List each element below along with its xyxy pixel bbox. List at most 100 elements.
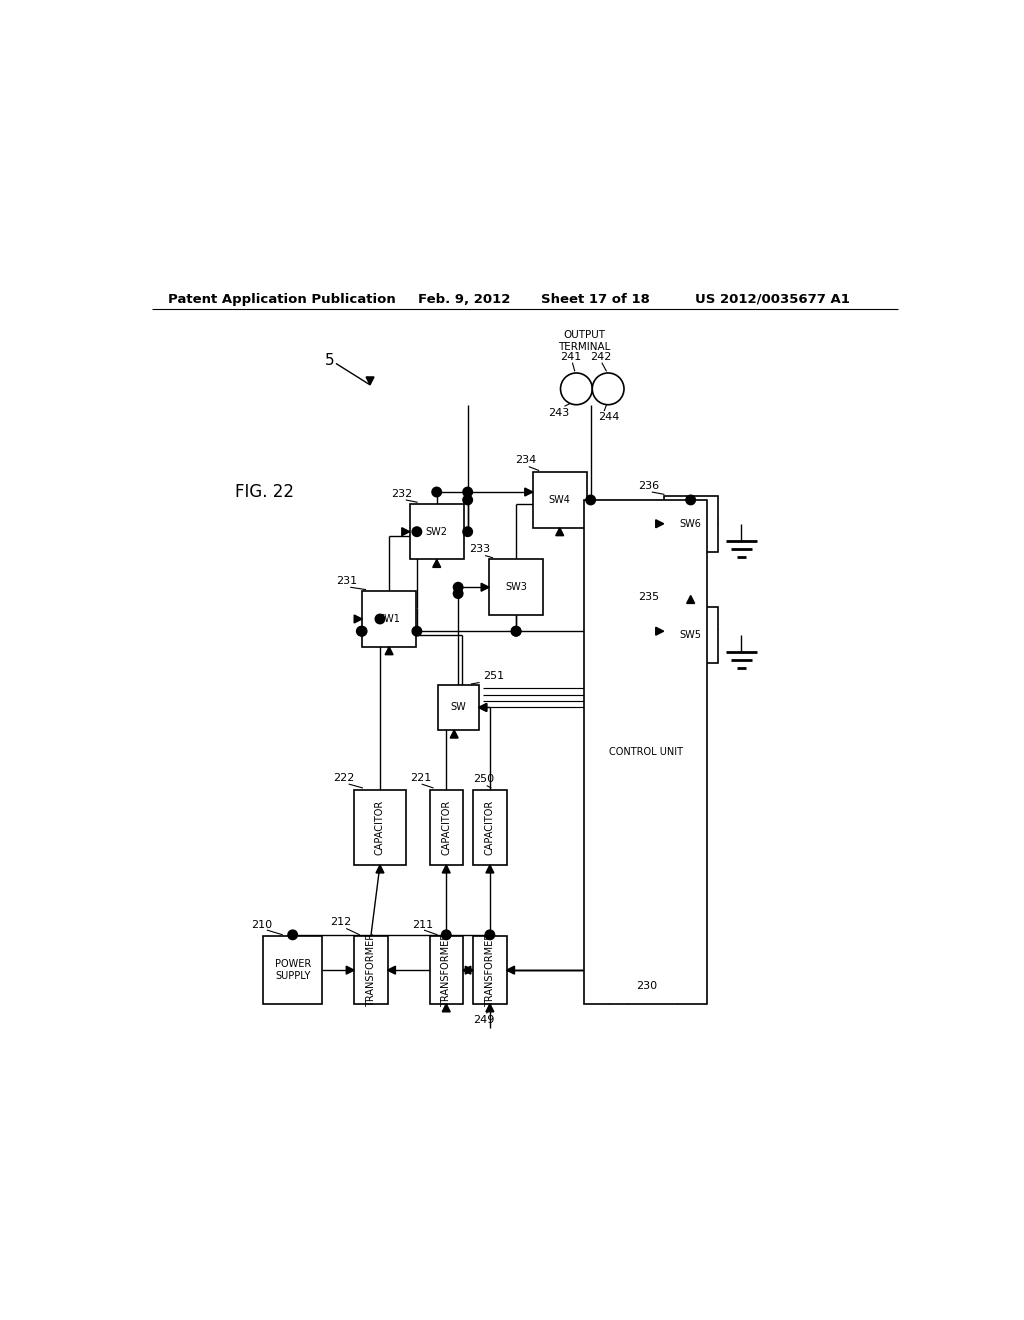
Polygon shape (401, 528, 410, 536)
Text: OUTPUT
TERMINAL: OUTPUT TERMINAL (558, 330, 610, 352)
Polygon shape (687, 595, 694, 603)
Text: 221: 221 (411, 772, 432, 783)
Text: Feb. 9, 2012: Feb. 9, 2012 (418, 293, 510, 306)
Circle shape (560, 374, 592, 405)
Text: POWER
SUPPLY: POWER SUPPLY (274, 960, 311, 981)
Text: 230: 230 (636, 981, 657, 990)
Circle shape (454, 582, 463, 591)
Polygon shape (481, 583, 489, 591)
Text: 234: 234 (515, 455, 537, 465)
Text: 235: 235 (638, 591, 659, 602)
Polygon shape (433, 560, 440, 568)
Bar (263, 936, 323, 1005)
Text: 249: 249 (473, 1015, 495, 1024)
Text: SW4: SW4 (549, 495, 570, 506)
Text: US 2012/0035677 A1: US 2012/0035677 A1 (695, 293, 850, 306)
Polygon shape (346, 966, 354, 974)
Polygon shape (524, 488, 532, 496)
Polygon shape (556, 528, 563, 536)
Text: Patent Application Publication: Patent Application Publication (168, 293, 395, 306)
Circle shape (375, 614, 385, 624)
Text: SW: SW (451, 702, 466, 713)
Circle shape (463, 495, 472, 504)
Polygon shape (354, 615, 362, 623)
Text: 241: 241 (560, 352, 582, 362)
Text: FIG. 22: FIG. 22 (236, 483, 294, 502)
Text: 222: 222 (333, 772, 354, 783)
Polygon shape (655, 627, 664, 635)
Text: 231: 231 (336, 576, 357, 586)
Bar (362, 591, 416, 647)
Text: CAPACITOR: CAPACITOR (441, 800, 452, 855)
Text: 236: 236 (638, 480, 659, 491)
Bar (430, 936, 463, 1005)
Text: 251: 251 (482, 671, 504, 681)
Circle shape (454, 589, 463, 598)
Circle shape (686, 495, 695, 504)
Polygon shape (385, 647, 393, 655)
Bar (354, 789, 406, 865)
Bar (585, 500, 708, 1005)
Polygon shape (463, 966, 471, 974)
Bar (437, 685, 479, 730)
Bar (489, 560, 543, 615)
Text: 210: 210 (251, 920, 272, 929)
Polygon shape (479, 704, 486, 711)
Text: 233: 233 (469, 544, 490, 554)
Text: CONTROL UNIT: CONTROL UNIT (609, 747, 683, 756)
Circle shape (586, 495, 595, 504)
Text: 243: 243 (549, 408, 570, 417)
Bar (354, 936, 387, 1005)
Polygon shape (655, 520, 664, 528)
Bar (473, 936, 507, 1005)
Polygon shape (486, 1005, 494, 1012)
Polygon shape (442, 1005, 451, 1012)
Circle shape (356, 627, 367, 636)
Polygon shape (507, 966, 514, 974)
Polygon shape (486, 865, 494, 873)
Circle shape (288, 931, 297, 940)
Text: TRANSFORMER: TRANSFORMER (366, 933, 376, 1007)
Polygon shape (367, 378, 374, 385)
Polygon shape (451, 730, 458, 738)
Bar (430, 789, 463, 865)
Bar (664, 607, 718, 663)
Circle shape (441, 931, 451, 940)
Bar (410, 504, 464, 560)
Circle shape (357, 627, 367, 636)
Circle shape (432, 487, 441, 496)
Text: CAPACITOR: CAPACITOR (485, 800, 495, 855)
Circle shape (412, 527, 422, 536)
Text: 244: 244 (598, 412, 620, 421)
Bar (532, 473, 587, 528)
Text: 242: 242 (590, 352, 611, 362)
Polygon shape (387, 966, 395, 974)
Bar (473, 789, 507, 865)
Text: 250: 250 (473, 775, 495, 784)
Circle shape (511, 627, 521, 636)
Text: SW3: SW3 (505, 582, 527, 593)
Polygon shape (479, 704, 486, 711)
Bar (664, 496, 718, 552)
Text: TRANSFORMER: TRANSFORMER (485, 933, 495, 1007)
Circle shape (463, 527, 472, 536)
Text: 5: 5 (325, 352, 335, 368)
Text: 211: 211 (412, 920, 433, 929)
Text: 212: 212 (331, 917, 351, 927)
Circle shape (485, 931, 495, 940)
Text: SW6: SW6 (680, 519, 701, 529)
Text: Sheet 17 of 18: Sheet 17 of 18 (541, 293, 649, 306)
Circle shape (592, 374, 624, 405)
Polygon shape (442, 865, 451, 873)
Text: 232: 232 (391, 488, 413, 499)
Text: TRANSFORMER: TRANSFORMER (441, 933, 452, 1007)
Circle shape (412, 627, 422, 636)
Text: CAPACITOR: CAPACITOR (375, 800, 385, 855)
Text: SW2: SW2 (426, 527, 447, 537)
Polygon shape (376, 865, 384, 873)
Text: SW5: SW5 (680, 630, 701, 640)
Circle shape (463, 487, 472, 496)
Circle shape (511, 627, 521, 636)
Polygon shape (465, 966, 473, 974)
Text: SW1: SW1 (378, 614, 400, 624)
